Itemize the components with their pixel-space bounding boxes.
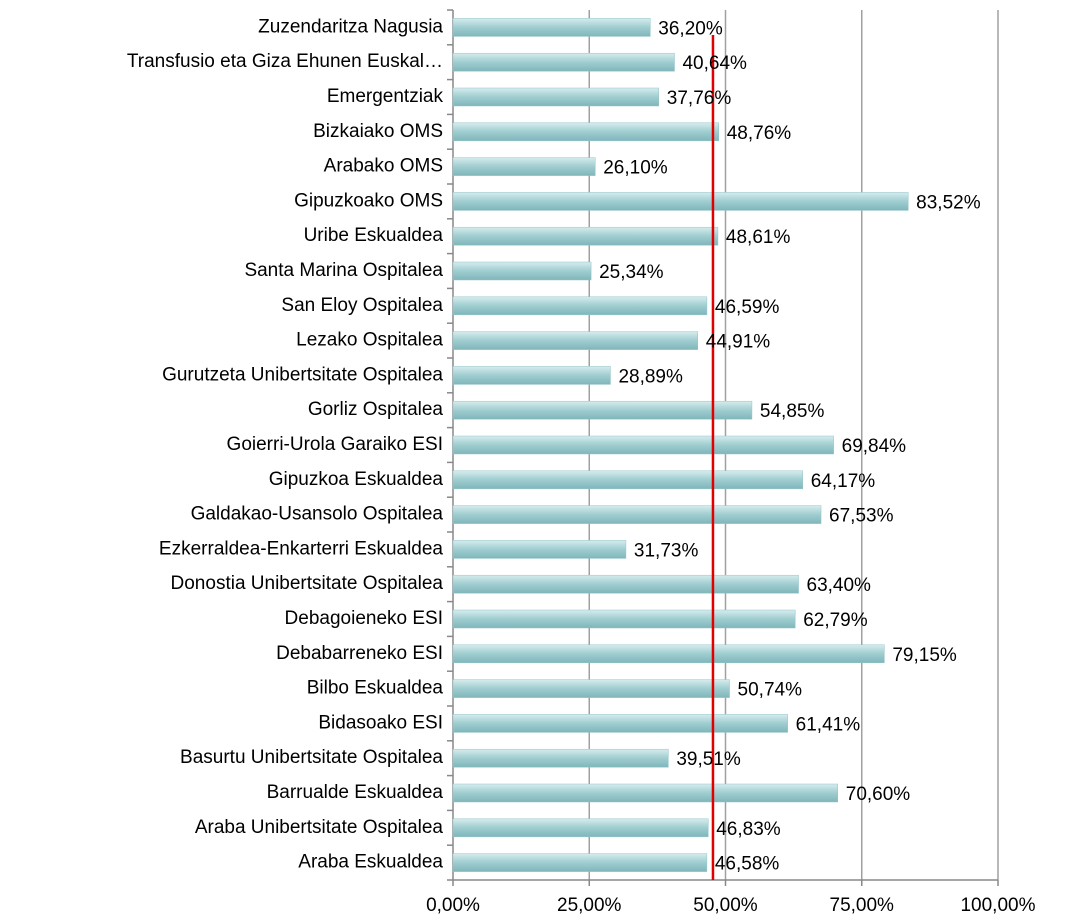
bar <box>452 748 669 768</box>
y-tick-label: Bilbo Eskualdea <box>307 678 444 699</box>
y-tick-label: Emergentziak <box>327 86 444 107</box>
y-tick-label: Gorliz Ospitalea <box>308 399 444 420</box>
y-tick-label: Ezkerraldea-Enkarterri Eskualdea <box>159 538 444 559</box>
y-tick-label: Gipuzkoako OMS <box>294 190 443 211</box>
data-label: 67,53% <box>829 506 894 527</box>
data-label: 70,60% <box>846 784 911 805</box>
y-tick-label: Araba Eskualdea <box>298 852 443 873</box>
data-label: 44,91% <box>706 332 771 353</box>
x-tick-label: 0,00% <box>426 895 480 916</box>
y-tick-label: Araba Unibertsitate Ospitalea <box>195 817 444 838</box>
data-label: 48,61% <box>726 227 791 248</box>
y-tick-label: Goierri-Urola Garaiko ESI <box>227 434 443 455</box>
data-label: 54,85% <box>760 401 825 422</box>
data-label: 46,83% <box>716 819 781 840</box>
bar <box>452 644 885 664</box>
data-label: 61,41% <box>796 714 861 735</box>
bar <box>452 435 834 455</box>
bar <box>452 400 753 420</box>
x-tick-label: 75,00% <box>830 895 895 916</box>
y-tick-label: Santa Marina Ospitalea <box>244 260 443 281</box>
data-label: 31,73% <box>634 540 699 561</box>
x-tick-label: 25,00% <box>557 895 622 916</box>
y-tick-label: Zuzendaritza Nagusia <box>258 16 443 37</box>
bar <box>452 296 708 316</box>
y-tick-label: Debabarreneko ESI <box>276 643 443 664</box>
y-tick-label: Uribe Eskualdea <box>304 225 444 246</box>
bar <box>452 505 822 524</box>
bar <box>452 366 611 385</box>
bar <box>452 261 592 281</box>
data-label: 28,89% <box>618 366 683 387</box>
data-label: 26,10% <box>603 158 668 179</box>
y-tick-label: Gipuzkoa Eskualdea <box>269 469 444 490</box>
bar <box>452 714 788 733</box>
data-label: 39,51% <box>676 749 741 770</box>
y-tick-label: Arabako OMS <box>324 156 443 177</box>
bar <box>452 853 708 872</box>
bar <box>452 226 719 246</box>
y-tick-label: Bizkaiako OMS <box>313 121 443 142</box>
data-label: 83,52% <box>916 192 981 213</box>
y-tick-label: Basurtu Unibertsitate Ospitalea <box>180 747 443 768</box>
data-label: 46,58% <box>715 854 780 875</box>
y-tick-label: Transfusio eta Giza Ehunen Euskal… <box>127 51 443 72</box>
bar <box>452 157 596 176</box>
bar <box>452 818 709 838</box>
bar <box>452 470 803 490</box>
y-tick-label: Lezako Ospitalea <box>296 330 443 351</box>
bar <box>452 192 909 211</box>
bar <box>452 18 651 37</box>
y-tick-label: Debagoieneko ESI <box>285 608 443 629</box>
y-tick-label: Gurutzeta Unibertsitate Ospitalea <box>162 364 443 385</box>
y-tick-label: Bidasoako ESI <box>318 712 443 733</box>
bar <box>452 783 839 803</box>
data-label: 46,59% <box>715 297 780 318</box>
y-tick-label: Donostia Unibertsitate Ospitalea <box>171 573 444 594</box>
bar <box>452 609 796 629</box>
y-tick-label: Galdakao-Usansolo Ospitalea <box>191 504 444 525</box>
y-tick-label: San Eloy Ospitalea <box>281 295 443 316</box>
x-tick-label: 100,00% <box>960 895 1035 916</box>
data-label: 37,76% <box>667 88 732 109</box>
bar <box>452 679 730 698</box>
x-tick-label: 50,00% <box>693 895 758 916</box>
bar <box>452 331 699 350</box>
data-label: 69,84% <box>842 436 907 457</box>
bar <box>452 574 799 594</box>
bar <box>452 87 660 107</box>
data-label: 62,79% <box>803 610 868 631</box>
data-label: 25,34% <box>599 262 664 283</box>
data-label: 63,40% <box>807 575 872 596</box>
data-label: 36,20% <box>658 18 723 39</box>
data-label: 40,64% <box>682 53 747 74</box>
data-label: 50,74% <box>738 680 803 701</box>
data-label: 64,17% <box>811 471 876 492</box>
data-label: 79,15% <box>892 645 957 666</box>
bar <box>452 540 627 559</box>
bar <box>452 52 675 72</box>
y-tick-label: Barrualde Eskualdea <box>267 782 444 803</box>
data-label: 48,76% <box>727 123 792 144</box>
bar <box>452 122 719 142</box>
